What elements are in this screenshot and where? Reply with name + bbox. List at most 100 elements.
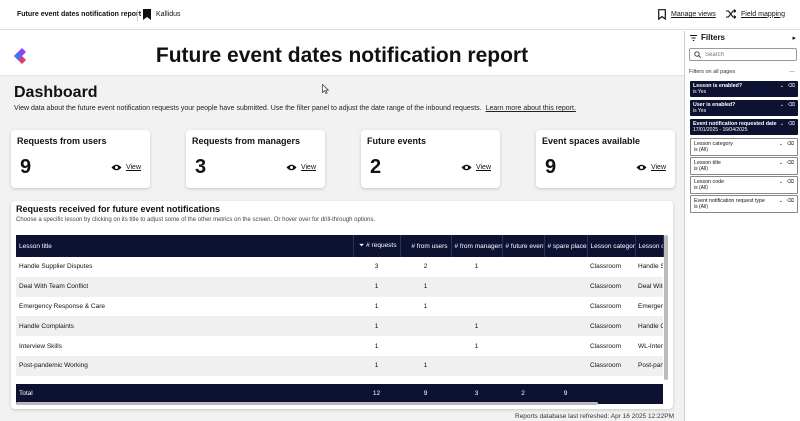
horizontal-scrollbar[interactable] <box>16 402 598 405</box>
report-canvas: Future event dates notification report D… <box>0 31 684 421</box>
cell-lesson-title[interactable]: Deal With Team Conflict <box>16 276 353 297</box>
filter-card-lesson-category[interactable]: Lesson category is (All) ⌄ ⌫ <box>690 138 798 156</box>
view-button[interactable]: View <box>286 164 316 171</box>
manage-views-button[interactable]: Manage views <box>658 9 716 20</box>
view-button[interactable]: View <box>111 164 141 171</box>
last-refreshed-text: Reports database last refreshed: Apr 16 … <box>515 413 674 420</box>
table-row[interactable]: Deal With Team Conflict 1 1 Classroom De… <box>16 276 663 297</box>
manage-views-link[interactable]: Manage views <box>671 11 716 18</box>
cell-future-events <box>502 355 544 376</box>
cell-lesson-title[interactable]: Post-pandemic Working <box>16 355 353 376</box>
field-mapping-button[interactable]: Field mapping <box>726 9 785 19</box>
cell-lesson-code: Deal With T <box>635 276 663 297</box>
sort-desc-icon: ⏷ <box>358 242 365 249</box>
clear-filter-icon[interactable]: ⌫ <box>787 121 795 127</box>
filter-value: is (All) <box>694 147 708 153</box>
filter-search-input[interactable] <box>705 51 785 58</box>
view-label[interactable]: View <box>300 164 316 171</box>
chevron-down-icon[interactable]: ⌄ <box>779 83 784 89</box>
table-row[interactable]: Post-pandemic Working 1 1 Classroom Post… <box>16 355 663 376</box>
column-header-requests[interactable]: ⏷ # requests <box>353 235 401 257</box>
column-header-spare-places[interactable]: # spare places <box>544 235 588 257</box>
total-requests: 12 <box>353 383 400 404</box>
cell-lesson-category: Classroom <box>587 316 635 337</box>
filter-value: is (All) <box>694 166 708 172</box>
table-row[interactable]: Handle Supplier Disputes 3 2 1 Classroom… <box>16 257 663 277</box>
chevron-down-icon[interactable]: ⌄ <box>778 160 783 166</box>
collapse-pane-icon[interactable]: ▸ <box>792 35 796 42</box>
table-row[interactable]: Handle Complaints 1 1 Classroom Handle C… <box>16 316 663 337</box>
cell-lesson-code: WL-Intervie <box>638 342 663 350</box>
cell-requests: 3 <box>374 263 379 271</box>
cell-lesson-title[interactable]: Emergency Response & Care <box>19 302 105 310</box>
cell-lesson-title[interactable]: Interview Skills <box>19 342 62 350</box>
card-title: Event spaces available <box>542 136 641 146</box>
bookmark-icon[interactable] <box>143 9 151 20</box>
requests-table-panel: Requests received for future event notif… <box>11 201 673 409</box>
cell-lesson-code: Emergency <box>638 302 663 310</box>
filter-card-lesson-title[interactable]: Lesson title is (All) ⌄ ⌫ <box>690 157 798 175</box>
table-row[interactable]: Interview Skills 1 1 Classroom WL-Interv… <box>16 336 663 356</box>
more-options-icon[interactable]: … <box>789 68 795 74</box>
cell-future-events <box>502 336 544 356</box>
clear-filter-icon[interactable]: ⌫ <box>786 179 794 185</box>
view-button[interactable]: View <box>636 164 666 171</box>
card-title: Requests from users <box>17 136 107 146</box>
chevron-down-icon[interactable]: ⌄ <box>778 198 783 204</box>
cell-lesson-title[interactable]: Handle Complaints <box>16 316 353 337</box>
mouse-cursor-icon <box>322 84 329 94</box>
kallidus-logo-icon <box>14 48 26 64</box>
cell-requests: 1 <box>374 302 379 310</box>
clear-filter-icon[interactable]: ⌫ <box>786 160 794 166</box>
cell-lesson-category: Classroom <box>590 263 622 271</box>
learn-more-link[interactable]: Learn more about this report. <box>485 105 576 112</box>
filters-all-pages-label: Filters on all pages <box>689 69 736 75</box>
column-header-future-events[interactable]: # future events <box>502 235 545 257</box>
field-mapping-link[interactable]: Field mapping <box>741 10 785 18</box>
cell-from-managers: 1 <box>474 342 479 350</box>
cell-from-users <box>400 336 451 356</box>
vertical-scrollbar[interactable] <box>664 235 668 380</box>
total-spare-places: 9 <box>544 383 587 404</box>
chevron-down-icon[interactable]: ⌄ <box>779 121 784 127</box>
table-row[interactable]: Emergency Response & Care 1 1 Classroom … <box>16 297 663 317</box>
column-header-lesson-category[interactable]: Lesson category <box>587 235 636 257</box>
column-header-lesson-title[interactable]: Lesson title <box>16 235 354 257</box>
filter-name: Event notification request type <box>694 198 765 204</box>
view-label[interactable]: View <box>125 164 141 171</box>
column-header-from-users[interactable]: # from users <box>400 235 452 257</box>
chevron-down-icon[interactable]: ⌄ <box>778 141 783 147</box>
clear-filter-icon[interactable]: ⌫ <box>787 83 795 89</box>
cell-from-managers <box>451 276 502 297</box>
filters-pane: Filters ▸ Filters on all pages … Lesson … <box>684 31 800 421</box>
filter-card-lesson-enabled[interactable]: Lesson is enabled? is Yes ⌄ ⌫ <box>690 81 798 97</box>
column-header-from-managers[interactable]: # from managers <box>451 235 503 257</box>
cell-lesson-title[interactable]: Handle Supplier Disputes <box>19 263 93 271</box>
filter-card-user-enabled[interactable]: User is enabled? is Yes ⌄ ⌫ <box>690 100 798 116</box>
report-header: Future event dates notification report <box>0 31 684 76</box>
filter-card-requested-date[interactable]: Event notification requested date 17/01/… <box>690 119 798 135</box>
search-icon <box>694 51 701 58</box>
clear-filter-icon[interactable]: ⌫ <box>786 198 794 204</box>
column-header-lesson-code[interactable]: Lesson cod <box>635 235 664 257</box>
cell-lesson-category: Classroom <box>587 355 635 376</box>
description-text: View data about the future event notific… <box>14 105 482 112</box>
eye-icon <box>111 164 122 171</box>
filter-card-request-type[interactable]: Event notification request type is (All)… <box>690 195 798 213</box>
cell-requests: 1 <box>374 342 379 350</box>
view-button[interactable]: View <box>461 164 491 171</box>
card-value: 2 <box>370 156 382 178</box>
clear-filter-icon[interactable]: ⌫ <box>787 102 795 108</box>
view-label[interactable]: View <box>650 164 666 171</box>
chevron-down-icon[interactable]: ⌄ <box>779 102 784 108</box>
chevron-down-icon[interactable]: ⌄ <box>778 179 783 185</box>
clear-filter-icon[interactable]: ⌫ <box>786 141 794 147</box>
filter-name: Lesson category <box>694 141 733 147</box>
view-label[interactable]: View <box>475 164 491 171</box>
filter-search-box[interactable] <box>689 48 797 61</box>
cell-from-managers: 1 <box>474 263 479 271</box>
filter-card-lesson-code[interactable]: Lesson code is (All) ⌄ ⌫ <box>690 176 798 194</box>
cell-lesson-category: Classroom <box>590 302 622 310</box>
filters-title: Filters <box>701 33 726 42</box>
total-label: Total <box>16 383 353 404</box>
